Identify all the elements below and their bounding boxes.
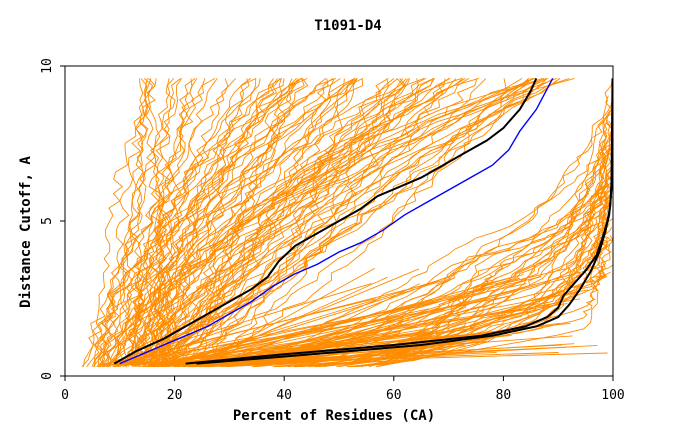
background-model-line xyxy=(143,78,293,368)
series-line-model-black-1 xyxy=(113,77,538,365)
background-model-line xyxy=(123,78,229,367)
background-model-line xyxy=(157,331,433,366)
background-model-line xyxy=(106,77,480,367)
background-model-line xyxy=(255,283,420,366)
background-model-line xyxy=(187,268,420,366)
background-model-line xyxy=(145,142,607,368)
background-model-line xyxy=(157,141,613,368)
background-model-line xyxy=(92,77,356,367)
background-model-line xyxy=(230,265,606,366)
x-axis-title: Percent of Residues (CA) xyxy=(233,408,435,424)
background-model-line xyxy=(368,142,613,368)
background-model-line xyxy=(323,119,608,368)
background-model-line xyxy=(154,78,302,368)
background-model-line xyxy=(149,78,257,368)
background-model-line xyxy=(155,77,557,367)
background-model-line xyxy=(95,78,152,368)
y-axis-ticks: 0 5 10 xyxy=(40,58,65,380)
chart-title: T1091-D4 xyxy=(314,18,381,34)
background-model-line xyxy=(114,77,364,367)
x-tick-label: 80 xyxy=(496,388,512,403)
background-model-line xyxy=(156,78,464,367)
background-model-line xyxy=(354,235,613,368)
series-line-model-blue xyxy=(119,78,554,365)
background-model-line xyxy=(191,78,302,367)
x-tick-label: 60 xyxy=(386,388,402,403)
x-tick-label: 100 xyxy=(601,388,624,403)
background-model-line xyxy=(162,78,250,368)
background-model-line xyxy=(82,77,462,367)
x-tick-label: 40 xyxy=(276,388,292,403)
background-model-line xyxy=(141,132,607,368)
background-model-line xyxy=(115,78,395,368)
x-tick-label: 20 xyxy=(167,388,183,403)
series-line-model-black-3 xyxy=(196,158,614,365)
background-model-line xyxy=(200,78,409,368)
background-model-line xyxy=(196,77,427,368)
background-model-line xyxy=(192,244,611,368)
background-model-line xyxy=(167,78,345,367)
background-model-line xyxy=(105,78,548,368)
background-model-line xyxy=(165,78,487,368)
background-model-line xyxy=(91,78,356,367)
background-model-line xyxy=(125,77,257,367)
background-model-line xyxy=(161,78,523,367)
background-model-line xyxy=(125,78,341,367)
background-model-line xyxy=(102,78,457,368)
background-model-line xyxy=(112,78,529,368)
background-model-line xyxy=(163,78,283,367)
background-model-line xyxy=(199,318,396,366)
background-model-line xyxy=(170,307,401,366)
background-model-line xyxy=(112,330,443,366)
background-model-line xyxy=(100,282,372,366)
background-model-line xyxy=(109,78,281,368)
background-model-line xyxy=(149,303,568,366)
background-model-line xyxy=(242,290,518,366)
background-model-line xyxy=(143,78,171,367)
background-model-line xyxy=(153,78,561,367)
background-model-line xyxy=(174,78,389,368)
background-model-line xyxy=(287,95,613,368)
background-model-line xyxy=(189,131,611,368)
background-model-line xyxy=(114,78,149,367)
background-model-line xyxy=(173,78,478,368)
x-axis-ticks: 0 20 40 60 80 100 xyxy=(61,376,625,403)
background-model-line xyxy=(123,283,527,366)
y-tick-label: 5 xyxy=(40,217,55,225)
x-tick-label: 0 xyxy=(61,388,69,403)
background-model-line xyxy=(96,78,435,368)
y-tick-label: 10 xyxy=(40,58,55,74)
background-model-line xyxy=(131,78,206,368)
background-model-line xyxy=(240,289,554,366)
background-model-line xyxy=(151,77,425,367)
background-model-line xyxy=(97,78,299,367)
background-model-line xyxy=(93,78,303,367)
y-tick-label: 0 xyxy=(40,372,55,380)
background-model-line xyxy=(178,346,576,366)
background-model-line xyxy=(103,298,376,366)
y-axis-title: Distance Cutoff, A xyxy=(18,156,34,308)
background-model-line xyxy=(147,78,329,368)
background-model-line xyxy=(168,78,407,368)
background-model-line xyxy=(138,78,407,367)
background-model-line xyxy=(131,78,236,367)
highlight-series-group xyxy=(113,77,614,365)
background-model-line xyxy=(193,276,388,366)
background-model-line xyxy=(134,77,451,367)
background-model-line xyxy=(246,344,598,366)
background-model-line xyxy=(222,277,520,366)
background-model-line xyxy=(149,78,355,367)
